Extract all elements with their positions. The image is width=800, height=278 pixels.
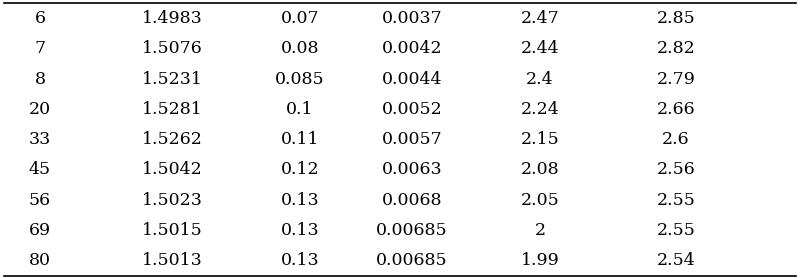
Text: 0.00685: 0.00685: [376, 252, 448, 269]
Text: 1.99: 1.99: [521, 252, 559, 269]
Text: 69: 69: [29, 222, 51, 239]
Text: 0.11: 0.11: [281, 131, 319, 148]
Text: 1.5231: 1.5231: [142, 71, 202, 88]
Text: 0.085: 0.085: [275, 71, 325, 88]
Text: 2.15: 2.15: [521, 131, 559, 148]
Text: 2.55: 2.55: [657, 222, 695, 239]
Text: 2.82: 2.82: [657, 40, 695, 57]
Text: 8: 8: [34, 71, 46, 88]
Text: 1.5042: 1.5042: [142, 161, 202, 178]
Text: 0.0057: 0.0057: [382, 131, 442, 148]
Text: 2.56: 2.56: [657, 161, 695, 178]
Text: 56: 56: [29, 192, 51, 208]
Text: 0.12: 0.12: [281, 161, 319, 178]
Text: 2.44: 2.44: [521, 40, 559, 57]
Text: 0.08: 0.08: [281, 40, 319, 57]
Text: 1.5013: 1.5013: [142, 252, 202, 269]
Text: 1.5262: 1.5262: [142, 131, 202, 148]
Text: 80: 80: [29, 252, 51, 269]
Text: 6: 6: [34, 10, 46, 27]
Text: 0.00685: 0.00685: [376, 222, 448, 239]
Text: 1.5076: 1.5076: [142, 40, 202, 57]
Text: 0.0042: 0.0042: [382, 40, 442, 57]
Text: 2.54: 2.54: [657, 252, 695, 269]
Text: 20: 20: [29, 101, 51, 118]
Text: 2.55: 2.55: [657, 192, 695, 208]
Text: 2.05: 2.05: [521, 192, 559, 208]
Text: 2.79: 2.79: [657, 71, 695, 88]
Text: 1.5023: 1.5023: [142, 192, 202, 208]
Text: 2.66: 2.66: [657, 101, 695, 118]
Text: 0.13: 0.13: [281, 252, 319, 269]
Text: 7: 7: [34, 40, 46, 57]
Text: 0.07: 0.07: [281, 10, 319, 27]
Text: 0.0044: 0.0044: [382, 71, 442, 88]
Text: 1.4983: 1.4983: [142, 10, 202, 27]
Text: 2.47: 2.47: [521, 10, 559, 27]
Text: 0.0063: 0.0063: [382, 161, 442, 178]
Text: 2.24: 2.24: [521, 101, 559, 118]
Text: 0.13: 0.13: [281, 192, 319, 208]
Text: 1.5015: 1.5015: [142, 222, 202, 239]
Text: 2.6: 2.6: [662, 131, 690, 148]
Text: 1.5281: 1.5281: [142, 101, 202, 118]
Text: 33: 33: [29, 131, 51, 148]
Text: 45: 45: [29, 161, 51, 178]
Text: 2.08: 2.08: [521, 161, 559, 178]
Text: 0.0037: 0.0037: [382, 10, 442, 27]
Text: 0.1: 0.1: [286, 101, 314, 118]
Text: 0.0052: 0.0052: [382, 101, 442, 118]
Text: 0.13: 0.13: [281, 222, 319, 239]
Text: 2.85: 2.85: [657, 10, 695, 27]
Text: 0.0068: 0.0068: [382, 192, 442, 208]
Text: 2: 2: [534, 222, 546, 239]
Text: 2.4: 2.4: [526, 71, 554, 88]
